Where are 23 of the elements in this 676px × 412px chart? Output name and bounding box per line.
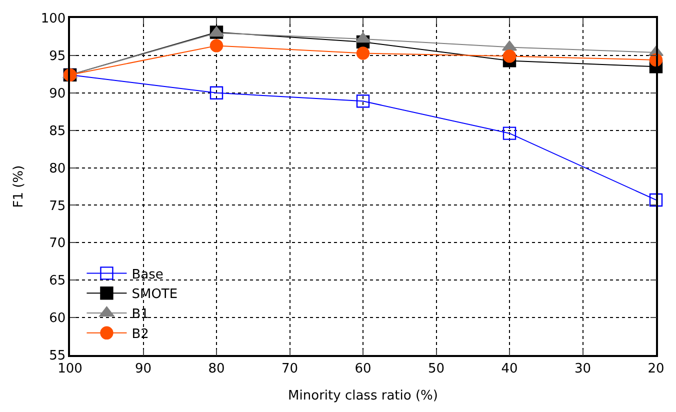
x-tick-label: 40 [501, 361, 518, 376]
x-tick-label: 70 [281, 361, 298, 376]
y-tick-label: 75 [49, 198, 66, 214]
y-tick-label: 95 [49, 48, 66, 64]
legend-label: SMOTE [132, 287, 178, 302]
y-tick-label: 85 [49, 124, 66, 139]
y-tick-label: 70 [49, 236, 66, 252]
x-tick-label: 60 [354, 361, 372, 376]
legend-label: Base [132, 267, 164, 282]
x-tick-label: 30 [574, 361, 592, 376]
x-tick-label: 90 [134, 361, 152, 376]
x-tick-label: 20 [648, 361, 664, 376]
y-tick-label: 65 [49, 274, 66, 289]
y-tick-label: 55 [49, 348, 66, 364]
x-axis-title: Minority class ratio (%) [288, 388, 438, 404]
x-tick-label: 50 [428, 361, 445, 376]
y-tick-label: 100 [40, 12, 66, 27]
legend-label: B2 [132, 326, 149, 342]
y-tick-label: 90 [49, 86, 66, 102]
y-tick-label: 80 [49, 161, 66, 176]
x-tick-label: 80 [208, 361, 225, 376]
y-axis-title: F1 (%) [11, 165, 26, 208]
y-tick-label: 60 [49, 311, 66, 326]
